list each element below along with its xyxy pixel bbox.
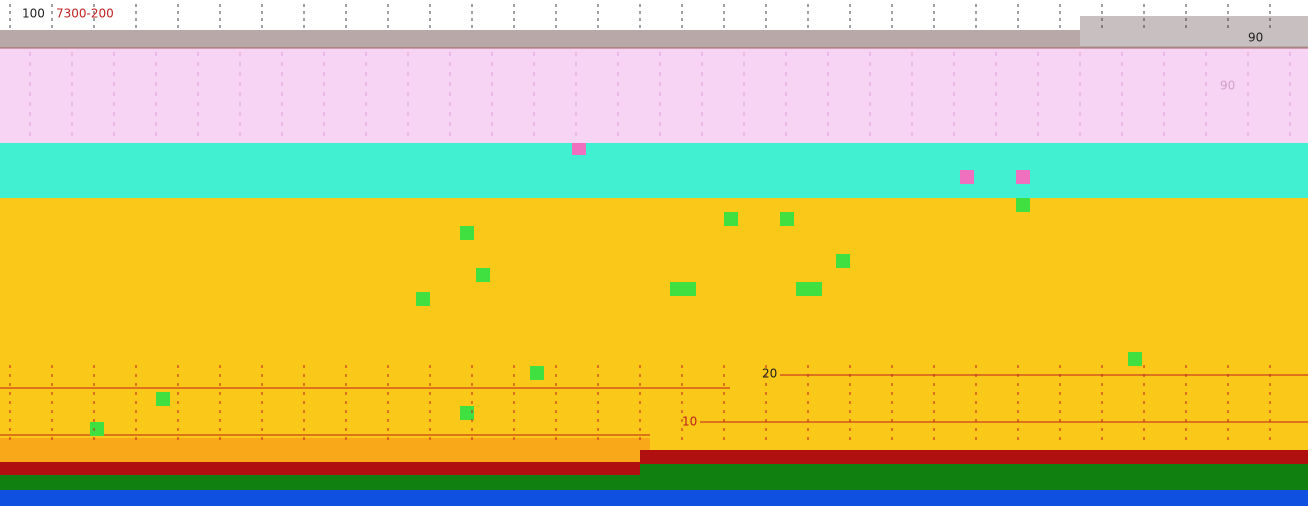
green-mark: [1128, 352, 1142, 366]
pink-mark: [1016, 170, 1030, 184]
green-mark: [780, 212, 794, 226]
green-mark: [796, 282, 822, 296]
range-label: 7300-200: [56, 7, 114, 21]
tick-marks: [9, 4, 1291, 440]
green-mark: [460, 226, 474, 240]
gray-block: [1080, 16, 1308, 46]
orange-strip: [0, 438, 650, 462]
green-mark: [156, 392, 170, 406]
green-mark: [724, 212, 738, 226]
top-left-label: 100: [22, 7, 45, 21]
mid-label: 20: [762, 367, 777, 381]
yellow-panel: [0, 198, 1308, 462]
low-label: 10: [682, 415, 697, 429]
red-band: [0, 462, 640, 475]
green-band: [0, 475, 1308, 490]
right-mid-label: 90: [1220, 79, 1235, 93]
gray-band: [0, 30, 1308, 48]
cyan-band: [0, 143, 1308, 198]
green-mark: [1016, 198, 1030, 212]
green-mark: [90, 422, 104, 436]
pink-band: [0, 48, 1308, 143]
green-mark: [476, 268, 490, 282]
green-mark: [670, 282, 696, 296]
green-mark: [836, 254, 850, 268]
pink-mark: [572, 143, 586, 155]
pink-mark: [960, 170, 974, 184]
green-mark: [460, 406, 474, 420]
right-top-label: 90: [1248, 31, 1263, 45]
green-marks: [90, 198, 1142, 436]
red-band-right: [640, 450, 1308, 464]
green-mark: [416, 292, 430, 306]
green-mark: [530, 366, 544, 380]
blue-band: [0, 490, 1308, 506]
green-band-right: [640, 464, 1308, 476]
